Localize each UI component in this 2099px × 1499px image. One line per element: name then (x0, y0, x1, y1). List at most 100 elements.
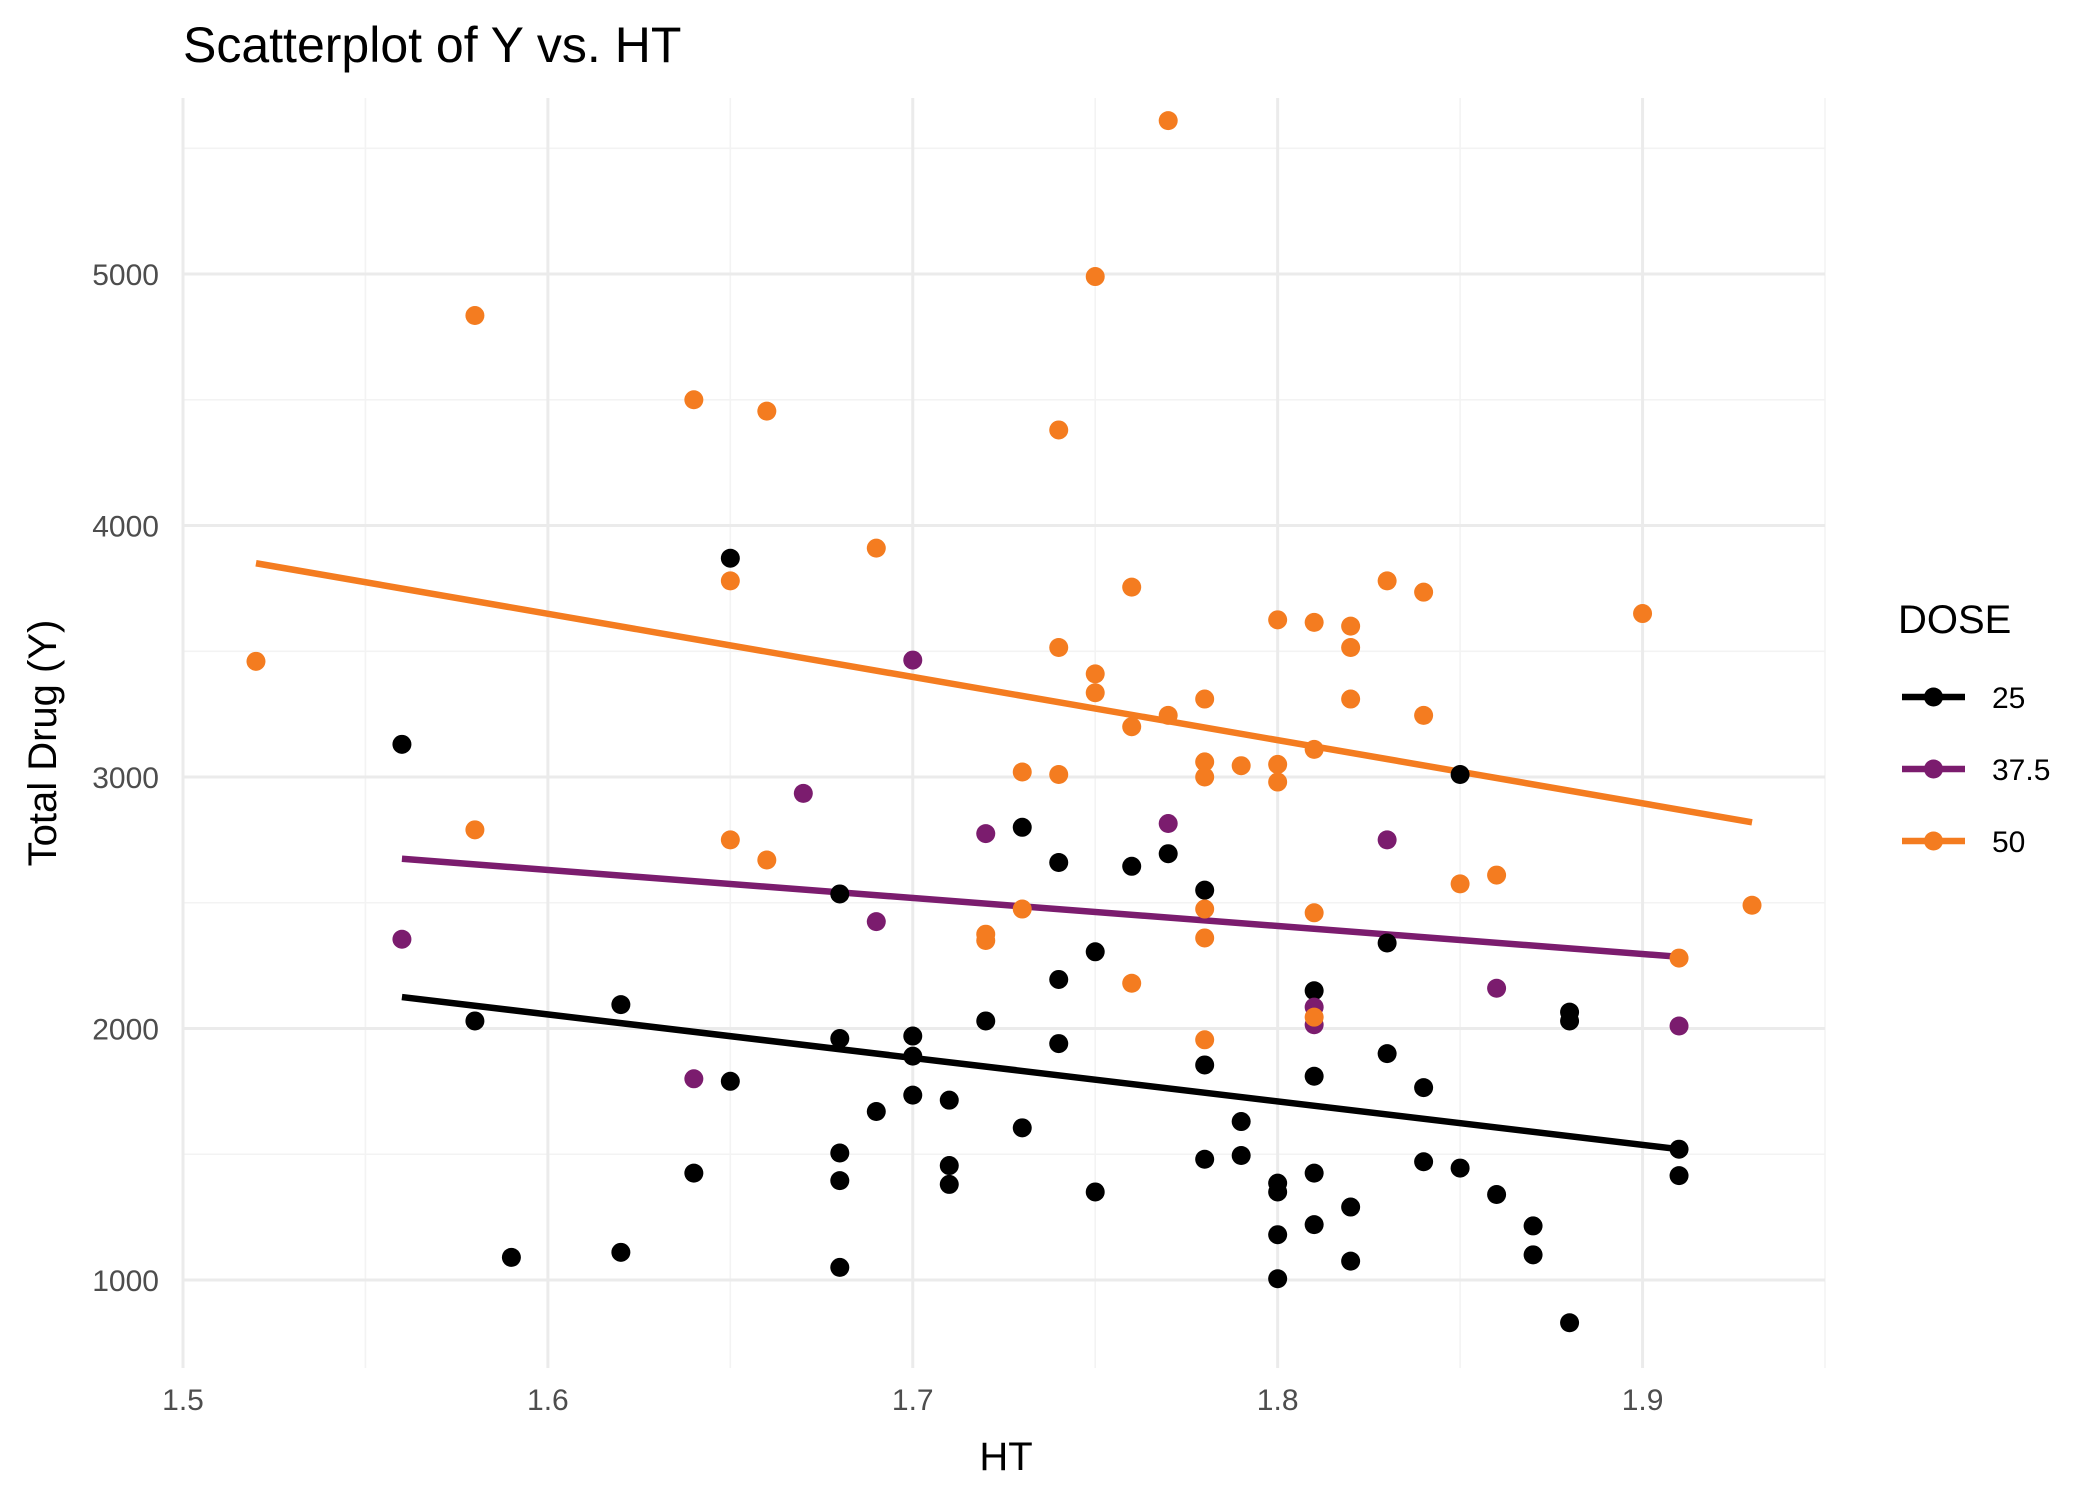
data-point-dose-25 (1304, 981, 1324, 1001)
data-point-dose-50 (1049, 764, 1069, 784)
data-point-dose-50 (1195, 928, 1215, 948)
data-point-dose-25 (1487, 1184, 1507, 1204)
fit-lines (255, 560, 1753, 1153)
data-point-dose-50 (1304, 612, 1324, 632)
data-point-dose-50 (1158, 111, 1178, 131)
data-point-dose-50 (1450, 874, 1470, 894)
y-tick-label: 2000 (92, 1013, 159, 1046)
fit-line-dose-50 (255, 560, 1753, 826)
data-point-dose-25 (830, 1171, 850, 1191)
data-point-dose-25 (1304, 1066, 1324, 1086)
x-axis-title: HT (979, 1435, 1032, 1479)
data-point-dose-25 (392, 734, 412, 754)
data-point-dose-25 (1049, 1034, 1069, 1054)
fit-line-dose-25 (401, 993, 1680, 1153)
data-point-dose-25 (1341, 1197, 1361, 1217)
data-point-dose-50 (757, 401, 777, 421)
data-point-dose-25 (684, 1163, 704, 1183)
data-point-dose-25 (830, 1029, 850, 1049)
data-point-dose-50 (1158, 705, 1178, 725)
data-point-dose-50 (1049, 637, 1069, 657)
data-point-dose-25 (1085, 1182, 1105, 1202)
data-point-dose-37.5 (1487, 978, 1507, 998)
data-point-dose-50 (976, 930, 996, 950)
y-tick-label: 1000 (92, 1265, 159, 1298)
legend: DOSE 25 37.5 50 (1898, 598, 2050, 859)
data-point-dose-50 (1195, 767, 1215, 787)
data-point-dose-25 (1669, 1166, 1689, 1186)
legend-item-37.5: 37.5 (1902, 754, 2050, 787)
data-point-dose-25 (830, 1257, 850, 1277)
data-point-dose-25 (720, 548, 740, 568)
data-point-dose-25 (1669, 1139, 1689, 1159)
data-point-dose-50 (1341, 637, 1361, 657)
data-point-dose-25 (939, 1156, 959, 1176)
data-point-dose-25 (1085, 942, 1105, 962)
data-point-dose-50 (1341, 689, 1361, 709)
data-point-dose-50 (1268, 754, 1288, 774)
data-point-dose-37.5 (1377, 830, 1397, 850)
data-point-dose-25 (1049, 969, 1069, 989)
data-point-dose-25 (720, 1071, 740, 1091)
data-point-dose-37.5 (866, 912, 886, 932)
data-point-dose-50 (1122, 717, 1142, 737)
data-point-dose-50 (1085, 664, 1105, 684)
data-point-dose-25 (1268, 1182, 1288, 1202)
legend-items: 25 37.5 50 (1902, 682, 2050, 859)
x-tick-label: 1.6 (527, 1384, 569, 1417)
legend-item-50: 50 (1902, 826, 2025, 859)
data-point-dose-25 (611, 1242, 631, 1262)
data-point-dose-25 (939, 1090, 959, 1110)
data-point-dose-37.5 (793, 783, 813, 803)
legend-key-point (1924, 831, 1943, 851)
chart-title: Scatterplot of Y vs. HT (183, 17, 681, 73)
data-point-dose-25 (1195, 880, 1215, 900)
legend-key-point (1924, 687, 1943, 707)
x-tick-label: 1.9 (1622, 1384, 1664, 1417)
data-point-dose-25 (465, 1011, 485, 1031)
data-point-dose-50 (1231, 756, 1251, 776)
data-point-dose-25 (1304, 1163, 1324, 1183)
data-point-dose-25 (1195, 1149, 1215, 1169)
data-point-dose-37.5 (684, 1069, 704, 1089)
data-point-dose-25 (1268, 1225, 1288, 1245)
data-point-dose-25 (1341, 1251, 1361, 1271)
data-point-dose-25 (903, 1046, 923, 1066)
data-point-dose-25 (1377, 933, 1397, 953)
legend-label: 25 (1992, 682, 2025, 715)
legend-label: 37.5 (1992, 754, 2050, 787)
data-point-dose-37.5 (1669, 1016, 1689, 1036)
y-tick-label: 4000 (92, 511, 159, 544)
x-tick-label: 1.7 (892, 1384, 934, 1417)
data-point-dose-50 (1414, 582, 1434, 602)
major-gridlines (181, 98, 1825, 1368)
x-tick-label: 1.5 (162, 1384, 204, 1417)
data-point-dose-50 (1122, 577, 1142, 597)
y-axis-tick-labels: 1000 2000 3000 4000 5000 (92, 259, 159, 1298)
data-point-dose-25 (1450, 764, 1470, 784)
data-point-dose-50 (720, 830, 740, 850)
legend-label: 50 (1992, 826, 2025, 859)
data-point-dose-25 (1414, 1078, 1434, 1098)
data-point-dose-50 (246, 651, 266, 671)
legend-item-25: 25 (1902, 682, 2025, 715)
data-point-dose-50 (1085, 267, 1105, 287)
data-point-dose-50 (1195, 899, 1215, 919)
data-point-dose-50 (1669, 948, 1689, 968)
x-axis-tick-labels: 1.5 1.6 1.7 1.8 1.9 (162, 1384, 1663, 1417)
data-point-dose-50 (1377, 571, 1397, 591)
data-point-dose-50 (1268, 610, 1288, 630)
data-point-dose-25 (1523, 1245, 1543, 1265)
data-point-dose-25 (1414, 1152, 1434, 1172)
data-point-dose-25 (1231, 1112, 1251, 1132)
data-point-dose-25 (1523, 1216, 1543, 1236)
data-point-dose-25 (939, 1174, 959, 1194)
data-point-dose-25 (976, 1011, 996, 1031)
data-point-dose-50 (1012, 899, 1032, 919)
data-point-dose-37.5 (903, 650, 923, 670)
data-point-dose-50 (866, 538, 886, 558)
data-point-dose-25 (1268, 1269, 1288, 1289)
data-point-dose-25 (1012, 817, 1032, 837)
data-point-dose-50 (1341, 616, 1361, 636)
data-point-dose-25 (1377, 1044, 1397, 1064)
